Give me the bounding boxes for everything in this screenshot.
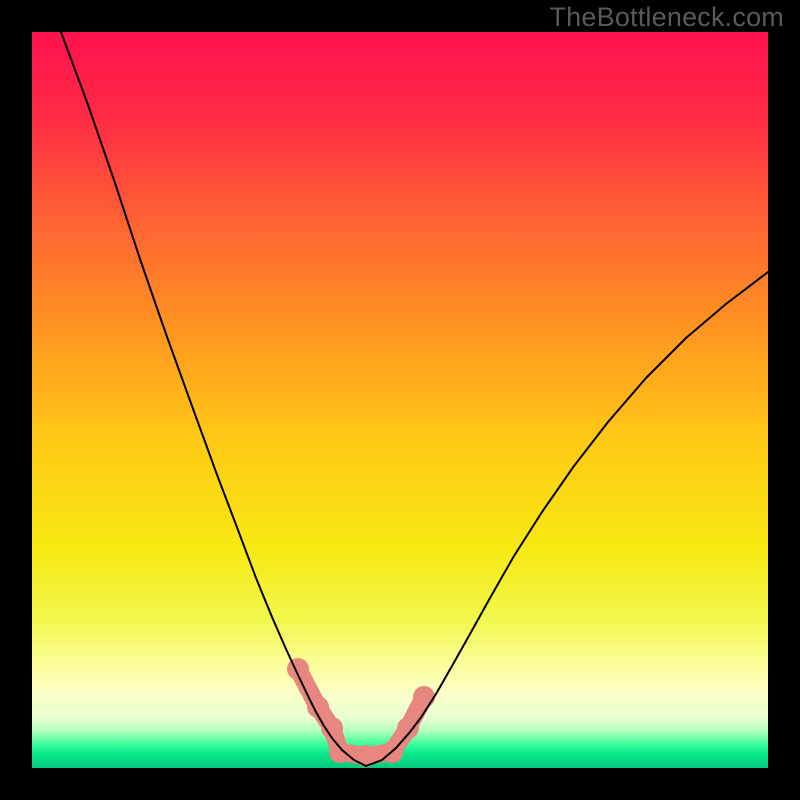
watermark-text: TheBottleneck.com <box>549 2 784 33</box>
marker-dot <box>413 686 435 708</box>
curve-left <box>61 32 366 766</box>
marker-dot <box>329 741 351 763</box>
plot-area <box>32 32 768 768</box>
chart-svg <box>32 32 768 768</box>
